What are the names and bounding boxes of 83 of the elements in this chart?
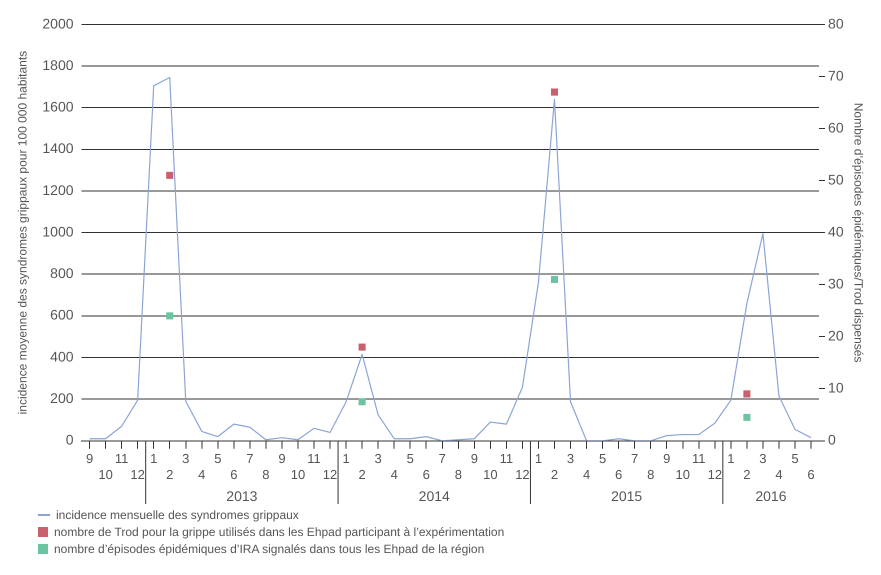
x-tick-label: 7 <box>438 451 446 466</box>
point <box>166 172 174 179</box>
x-tick-label: 3 <box>759 451 767 466</box>
y-tick-label: 0 <box>66 432 74 448</box>
y2-tick-label: 80 <box>828 15 844 32</box>
text: 2014 <box>418 488 450 504</box>
x-tick-label: 9 <box>663 451 670 466</box>
x-tick-label: 4 <box>775 466 783 482</box>
x-tick-label: 4 <box>582 466 590 482</box>
y-tick-label: 1200 <box>42 182 74 198</box>
y2-tick-label: 60 <box>828 119 844 136</box>
y2-tick-label: 40 <box>828 223 844 240</box>
x-tick-label: 11 <box>500 451 514 466</box>
x-tick-label: 1 <box>727 451 734 466</box>
x-tick-label: 3 <box>182 451 190 466</box>
legend-label: nombre d’épisodes épidémiques d’IRA signalés dans tous les Ehpad de la région <box>54 542 484 556</box>
x-tick-label: 12 <box>515 466 530 482</box>
x-tick-label: 4 <box>390 466 398 482</box>
y-tick-label: 200 <box>50 390 74 406</box>
point <box>743 390 750 398</box>
x-tick-label: 5 <box>791 451 799 466</box>
x-tick-label: 5 <box>598 451 606 466</box>
x-tick-label: 3 <box>566 451 574 466</box>
y2-tick-label: 50 <box>828 171 844 188</box>
y-tick-label: 1600 <box>42 98 74 115</box>
y-tick-label: 2000 <box>42 15 74 32</box>
x-tick-label: 11 <box>114 451 128 466</box>
point <box>358 344 366 351</box>
x-tick-label: 11 <box>692 451 706 466</box>
x-tick-label: 2 <box>358 466 366 482</box>
x-tick-label: 7 <box>246 451 254 466</box>
point <box>550 276 558 283</box>
x-tick-label: 12 <box>130 466 145 482</box>
x-tick-label: 6 <box>615 466 622 482</box>
x-tick-label: 8 <box>647 466 654 482</box>
y-tick-label: 1800 <box>42 56 74 73</box>
x-tick-label: 9 <box>86 451 94 466</box>
x-tick-label: 2 <box>743 466 750 482</box>
y-tick-label: 400 <box>50 348 74 364</box>
point <box>166 312 174 320</box>
x-tick-label: 1 <box>534 451 542 466</box>
x-tick-label: 2 <box>166 466 174 482</box>
x-tick-label: 1 <box>342 451 350 466</box>
text: 2013 <box>226 488 258 504</box>
y2-tick-label: 0 <box>828 432 836 448</box>
y2-tick-label: 70 <box>828 67 844 84</box>
x-tick-label: 4 <box>198 466 206 482</box>
y-tick-label: 1400 <box>42 140 74 156</box>
x-tick-label: 10 <box>290 466 306 482</box>
y-tick-label: 600 <box>50 306 74 323</box>
x-tick-label: 5 <box>214 451 222 466</box>
x-tick-label: 6 <box>230 466 238 482</box>
x-tick-label: 10 <box>676 466 690 482</box>
x-tick-label: 10 <box>483 466 498 482</box>
x-tick-label: 6 <box>422 466 430 482</box>
y2-tick-label: 20 <box>828 328 844 344</box>
text: 2015 <box>611 488 642 504</box>
y-tick-label: 1000 <box>42 223 74 240</box>
point <box>550 88 558 96</box>
x-tick-label: 10 <box>98 466 113 482</box>
x-tick-label: 9 <box>278 451 286 466</box>
x-tick-label: 2 <box>550 466 558 482</box>
x-tick-label: 7 <box>631 451 638 466</box>
y-tick-label: 800 <box>50 265 74 282</box>
y2-tick-label: 10 <box>828 380 844 396</box>
x-tick-label: 12 <box>708 466 722 482</box>
point <box>358 398 366 406</box>
x-tick-label: 3 <box>374 451 382 466</box>
legend-label: incidence mensuelle des syndromes grippaux <box>56 508 299 522</box>
legend-label: nombre de Trod pour la grippe utilisés dans les Ehpad participant à l’expérimentation <box>54 525 504 539</box>
y2-axis-title: Nombre d’épisodes épidémiques/Trod dispensés <box>851 102 866 362</box>
y-axis-title: incidence moyenne des syndromes grippaux pour 100 000 habitants <box>16 50 30 414</box>
x-tick-label: 9 <box>470 451 478 466</box>
x-tick-label: 8 <box>454 466 462 482</box>
x-tick-label: 5 <box>406 451 414 466</box>
x-tick-label: 8 <box>262 466 270 482</box>
text: 2016 <box>755 488 787 504</box>
x-tick-label: 11 <box>307 451 321 466</box>
point <box>743 414 750 421</box>
y2-tick-label: 30 <box>828 276 844 292</box>
x-tick-label: 6 <box>807 466 815 482</box>
x-tick-label: 12 <box>322 466 338 482</box>
x-tick-label: 1 <box>150 451 158 466</box>
